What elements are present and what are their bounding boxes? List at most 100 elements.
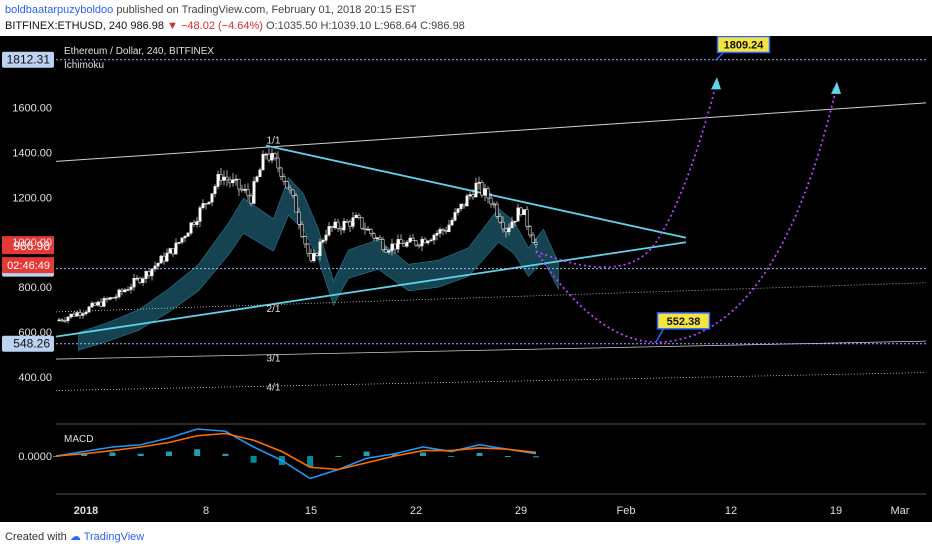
- candle-body: [87, 306, 91, 313]
- candle-body: [132, 278, 136, 288]
- candle-body: [321, 240, 325, 243]
- candle-body: [282, 176, 286, 182]
- macd-histogram-bar: [391, 453, 398, 456]
- publish-line: boldbaatarpuzyboldoo published on Tradin…: [5, 4, 416, 16]
- x-tick-label: 2018: [74, 505, 98, 517]
- candle-body: [222, 176, 226, 181]
- level-badge: [2, 51, 54, 68]
- candle-body: [507, 227, 511, 233]
- y-tick-label: 1400.00: [12, 147, 52, 159]
- candle-body: [219, 174, 223, 181]
- candle-body: [462, 203, 466, 207]
- countdown-label: 02:46:49: [7, 260, 50, 272]
- chart-area[interactable]: 1/12/13/14/1 1812.31882.65548.26986.9802…: [0, 35, 932, 522]
- candle-body: [135, 277, 139, 280]
- candle-body: [525, 209, 529, 227]
- candle-body: [324, 234, 328, 241]
- price-change: ▼ −48.02 (−4.64%): [167, 20, 263, 32]
- candle-body: [504, 228, 508, 233]
- candle-body: [183, 236, 187, 239]
- candle-body: [390, 243, 394, 252]
- chart-header: boldbaatarpuzyboldoo published on Tradin…: [0, 0, 932, 36]
- candle-body: [120, 289, 124, 293]
- target-badge-label: 1809.24: [724, 39, 765, 51]
- candle-body: [90, 302, 94, 308]
- candle-body: [270, 152, 274, 161]
- candle-body: [186, 232, 190, 237]
- candle-body: [522, 209, 526, 216]
- candle-body: [147, 271, 151, 277]
- tradingview-link[interactable]: TradingView: [83, 531, 145, 543]
- candle-body: [204, 203, 208, 205]
- target-pointer: [654, 328, 665, 344]
- macd-histogram-bar: [137, 453, 144, 456]
- created-with-text: Created with: [5, 531, 67, 543]
- candle-body: [510, 221, 514, 229]
- candle-body: [231, 179, 235, 184]
- candle-body: [342, 221, 346, 231]
- candle-body: [303, 236, 307, 245]
- y-tick-label: 1600.00: [12, 102, 52, 114]
- candle-body: [492, 203, 496, 206]
- macd-histogram-bar: [250, 456, 257, 463]
- candle-body: [213, 186, 217, 195]
- footer: Created with ☁ TradingView: [0, 522, 932, 550]
- candle-body: [93, 302, 97, 306]
- candle-body: [483, 188, 487, 196]
- candle-body: [306, 243, 310, 254]
- candle-body: [450, 219, 454, 226]
- candle-body: [426, 240, 430, 244]
- author-link[interactable]: boldbaatarpuzyboldoo: [5, 4, 114, 16]
- candle-body: [384, 249, 388, 253]
- macd-histogram-bar: [335, 456, 342, 457]
- chart-svg[interactable]: 1/12/13/14/1 1812.31882.65548.26986.9802…: [0, 35, 932, 522]
- x-tick-label: 19: [830, 505, 842, 517]
- candle-body: [228, 179, 232, 184]
- candle-body: [345, 221, 349, 223]
- candle-body: [72, 313, 76, 317]
- candle-body: [177, 242, 181, 244]
- y-tick-label: 800.00: [18, 282, 52, 294]
- candle-body: [207, 201, 211, 204]
- candle-body: [315, 253, 319, 256]
- target-badge-label: 552.38: [667, 316, 701, 328]
- fib-fan-label: 4/1: [267, 383, 281, 394]
- ohlc-open: O:1035.50: [266, 20, 318, 32]
- projection-up-1: [535, 84, 717, 269]
- candle-body: [123, 289, 127, 293]
- current-price-badge: [2, 236, 54, 255]
- candle-body: [459, 203, 463, 210]
- candle-body: [246, 189, 250, 197]
- candle-body: [243, 189, 247, 191]
- candle-body: [465, 195, 469, 207]
- candle-body: [327, 226, 331, 236]
- candle-body: [156, 262, 160, 267]
- candle-body: [480, 181, 484, 196]
- candle-body: [69, 313, 73, 318]
- candle-body: [261, 154, 265, 171]
- candle-body: [210, 193, 214, 203]
- candle-body: [444, 230, 448, 232]
- x-tick-label: 15: [305, 505, 317, 517]
- candle-body: [420, 238, 424, 247]
- fan-line-4: [55, 372, 927, 391]
- legend-indicator: Ichimoku: [64, 60, 104, 71]
- candle-body: [414, 240, 418, 246]
- candle-body: [198, 207, 202, 222]
- target-badge: [656, 312, 711, 330]
- ohlc-high: H:1039.10: [320, 20, 372, 32]
- candle-body: [399, 239, 403, 245]
- published-text: published on TradingView.com, February 0…: [116, 4, 417, 16]
- tradingview-logo-icon: ☁: [69, 531, 81, 543]
- candle-body: [519, 207, 523, 216]
- macd-histogram-bar: [533, 456, 539, 458]
- arrow-up-icon: [831, 81, 841, 94]
- candle-body: [288, 187, 292, 191]
- macd-histogram-bar: [476, 452, 483, 456]
- macd-histogram-bar: [109, 452, 116, 456]
- candle-body: [498, 216, 502, 223]
- candle-body: [375, 237, 379, 240]
- candle-body: [75, 312, 79, 317]
- candle-body: [393, 243, 397, 250]
- macd-histogram-bar: [307, 456, 314, 468]
